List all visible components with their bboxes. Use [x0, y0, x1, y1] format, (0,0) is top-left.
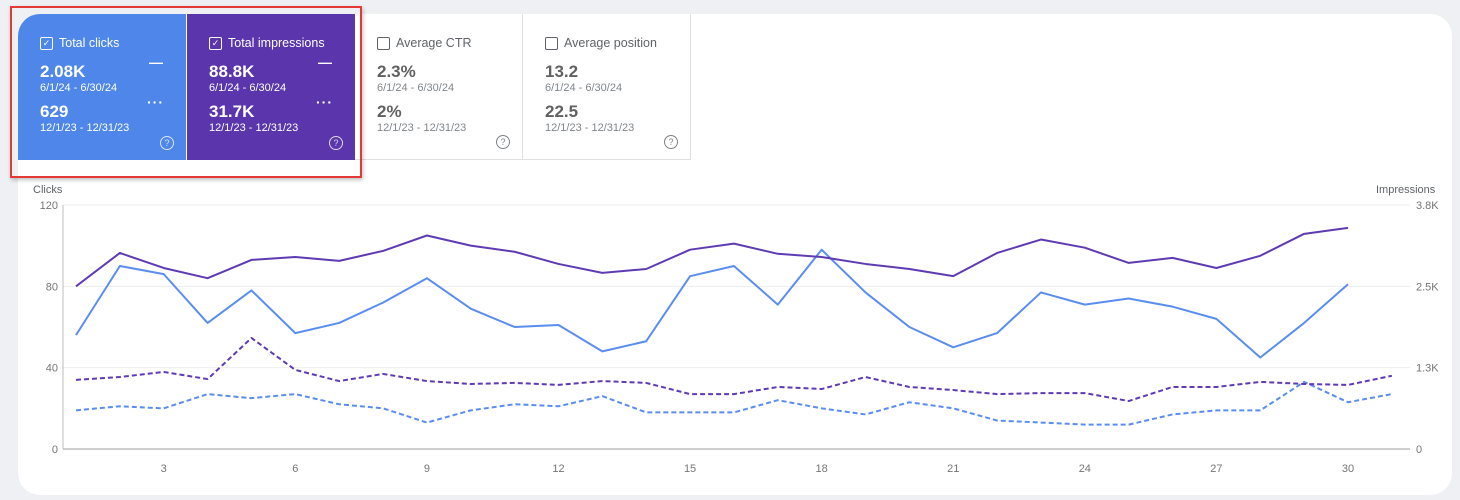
metric-label: Average position	[564, 36, 657, 50]
metric-current-value: 2.3%	[377, 62, 416, 81]
metric-tile-position[interactable]: Average position 13.2 6/1/24 - 6/30/24 2…	[523, 14, 691, 160]
x-tick-label: 24	[1079, 463, 1091, 475]
series-line-2	[75, 380, 1393, 426]
metric-label: Average CTR	[396, 36, 472, 50]
y-tick-label: 40	[46, 363, 58, 375]
solid-line-icon: —	[318, 54, 333, 70]
metric-previous-range: 12/1/23 - 12/31/23	[545, 122, 635, 134]
series-line-0	[75, 248, 1349, 359]
y2-tick-label: 1.3K	[1416, 363, 1439, 375]
metric-current-value: 13.2	[545, 62, 579, 81]
metric-previous-value: 629	[40, 102, 69, 121]
metric-previous-value: 31.7K	[209, 102, 255, 121]
x-tick-label: 6	[292, 463, 298, 475]
metric-current-value: 88.8K	[209, 62, 255, 81]
left-axis-label: Clicks	[33, 184, 63, 196]
metric-previous-range: 12/1/23 - 12/31/23	[40, 122, 130, 134]
checkbox-empty-icon[interactable]	[377, 36, 390, 50]
metric-previous-range: 12/1/23 - 12/31/23	[209, 122, 299, 134]
x-tick-label: 12	[552, 463, 564, 475]
dashed-line-icon: ···	[316, 94, 333, 110]
metric-current-range: 6/1/24 - 6/30/24	[377, 82, 455, 94]
metric-current-value: 2.08K	[40, 62, 86, 81]
help-circle-icon[interactable]: ?	[664, 135, 678, 149]
x-tick-label: 18	[816, 463, 828, 475]
dashed-line-icon: ···	[147, 94, 164, 110]
y2-tick-label: 3.8K	[1416, 200, 1439, 212]
y2-tick-label: 0	[1416, 444, 1422, 456]
metric-label: Total clicks	[59, 36, 120, 50]
metric-current-range: 6/1/24 - 6/30/24	[545, 82, 623, 94]
x-tick-label: 21	[947, 463, 959, 475]
y-tick-label: 80	[46, 281, 58, 293]
y-tick-label: 0	[52, 444, 58, 456]
x-tick-label: 3	[161, 463, 167, 475]
metric-tile-ctr[interactable]: Average CTR 2.3% 6/1/24 - 6/30/24 2% 12/…	[355, 14, 523, 160]
y-tick-label: 120	[40, 200, 58, 212]
series-line-3	[75, 336, 1393, 403]
x-tick-label: 30	[1342, 463, 1354, 475]
metric-previous-range: 12/1/23 - 12/31/23	[377, 122, 467, 134]
series-line-1	[75, 226, 1349, 288]
metric-previous-value: 2%	[377, 102, 402, 121]
metric-label: Total impressions	[228, 36, 325, 50]
y2-tick-label: 2.5K	[1416, 281, 1439, 293]
metric-current-range: 6/1/24 - 6/30/24	[40, 82, 118, 94]
checkbox-empty-icon[interactable]	[545, 36, 558, 50]
checkbox-checked-icon[interactable]: ✓	[40, 36, 53, 50]
metric-previous-value: 22.5	[545, 102, 579, 121]
metric-tile-impressions[interactable]: ✓ Total impressions 88.8K 6/1/24 - 6/30/2…	[187, 14, 355, 160]
x-tick-label: 27	[1210, 463, 1222, 475]
x-tick-label: 15	[684, 463, 696, 475]
help-circle-icon[interactable]: ?	[329, 136, 343, 150]
x-tick-label: 9	[424, 463, 430, 475]
solid-line-icon: —	[149, 54, 164, 70]
checkbox-checked-icon[interactable]: ✓	[209, 36, 222, 50]
metric-current-range: 6/1/24 - 6/30/24	[209, 82, 287, 94]
help-circle-icon[interactable]: ?	[496, 135, 510, 149]
right-axis-label: Impressions	[1376, 184, 1436, 196]
help-circle-icon[interactable]: ?	[160, 136, 174, 150]
metric-tile-clicks[interactable]: ✓ Total clicks 2.08K 6/1/24 - 6/30/24 629…	[18, 14, 186, 160]
